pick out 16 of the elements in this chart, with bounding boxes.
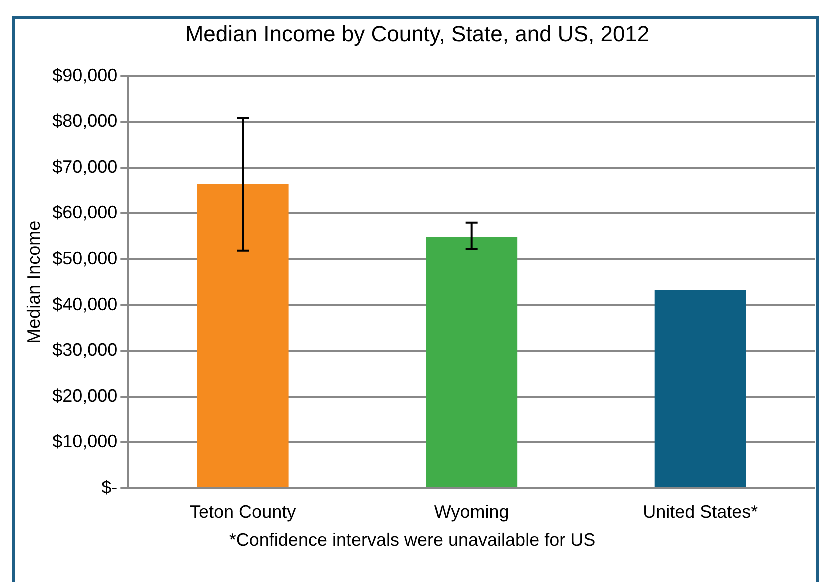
x-tick-label: Wyoming bbox=[434, 502, 510, 522]
x-tick-label: United States* bbox=[643, 502, 758, 522]
y-tick-label: $40,000 bbox=[52, 294, 118, 314]
text: *Confidence intervals were unavailable for US bbox=[228, 530, 597, 551]
y-tick-label: $50,000 bbox=[52, 248, 118, 268]
y-tick-label: $80,000 bbox=[52, 111, 118, 132]
y-tick-label: $10,000 bbox=[52, 432, 118, 452]
y-tick-label: $- bbox=[102, 477, 118, 498]
y-tick-label: $30,000 bbox=[52, 340, 118, 360]
y-axis-title: Median Income bbox=[24, 220, 44, 344]
y-tick-label: $90,000 bbox=[52, 65, 118, 86]
x-tick-label: Teton County bbox=[190, 502, 296, 522]
y-tick-label: $60,000 bbox=[52, 202, 118, 223]
chart-title: Median Income by County, State, and US, 2012 bbox=[185, 21, 650, 46]
y-tick-label: $20,000 bbox=[52, 386, 118, 406]
y-tick-label: $70,000 bbox=[52, 156, 118, 177]
